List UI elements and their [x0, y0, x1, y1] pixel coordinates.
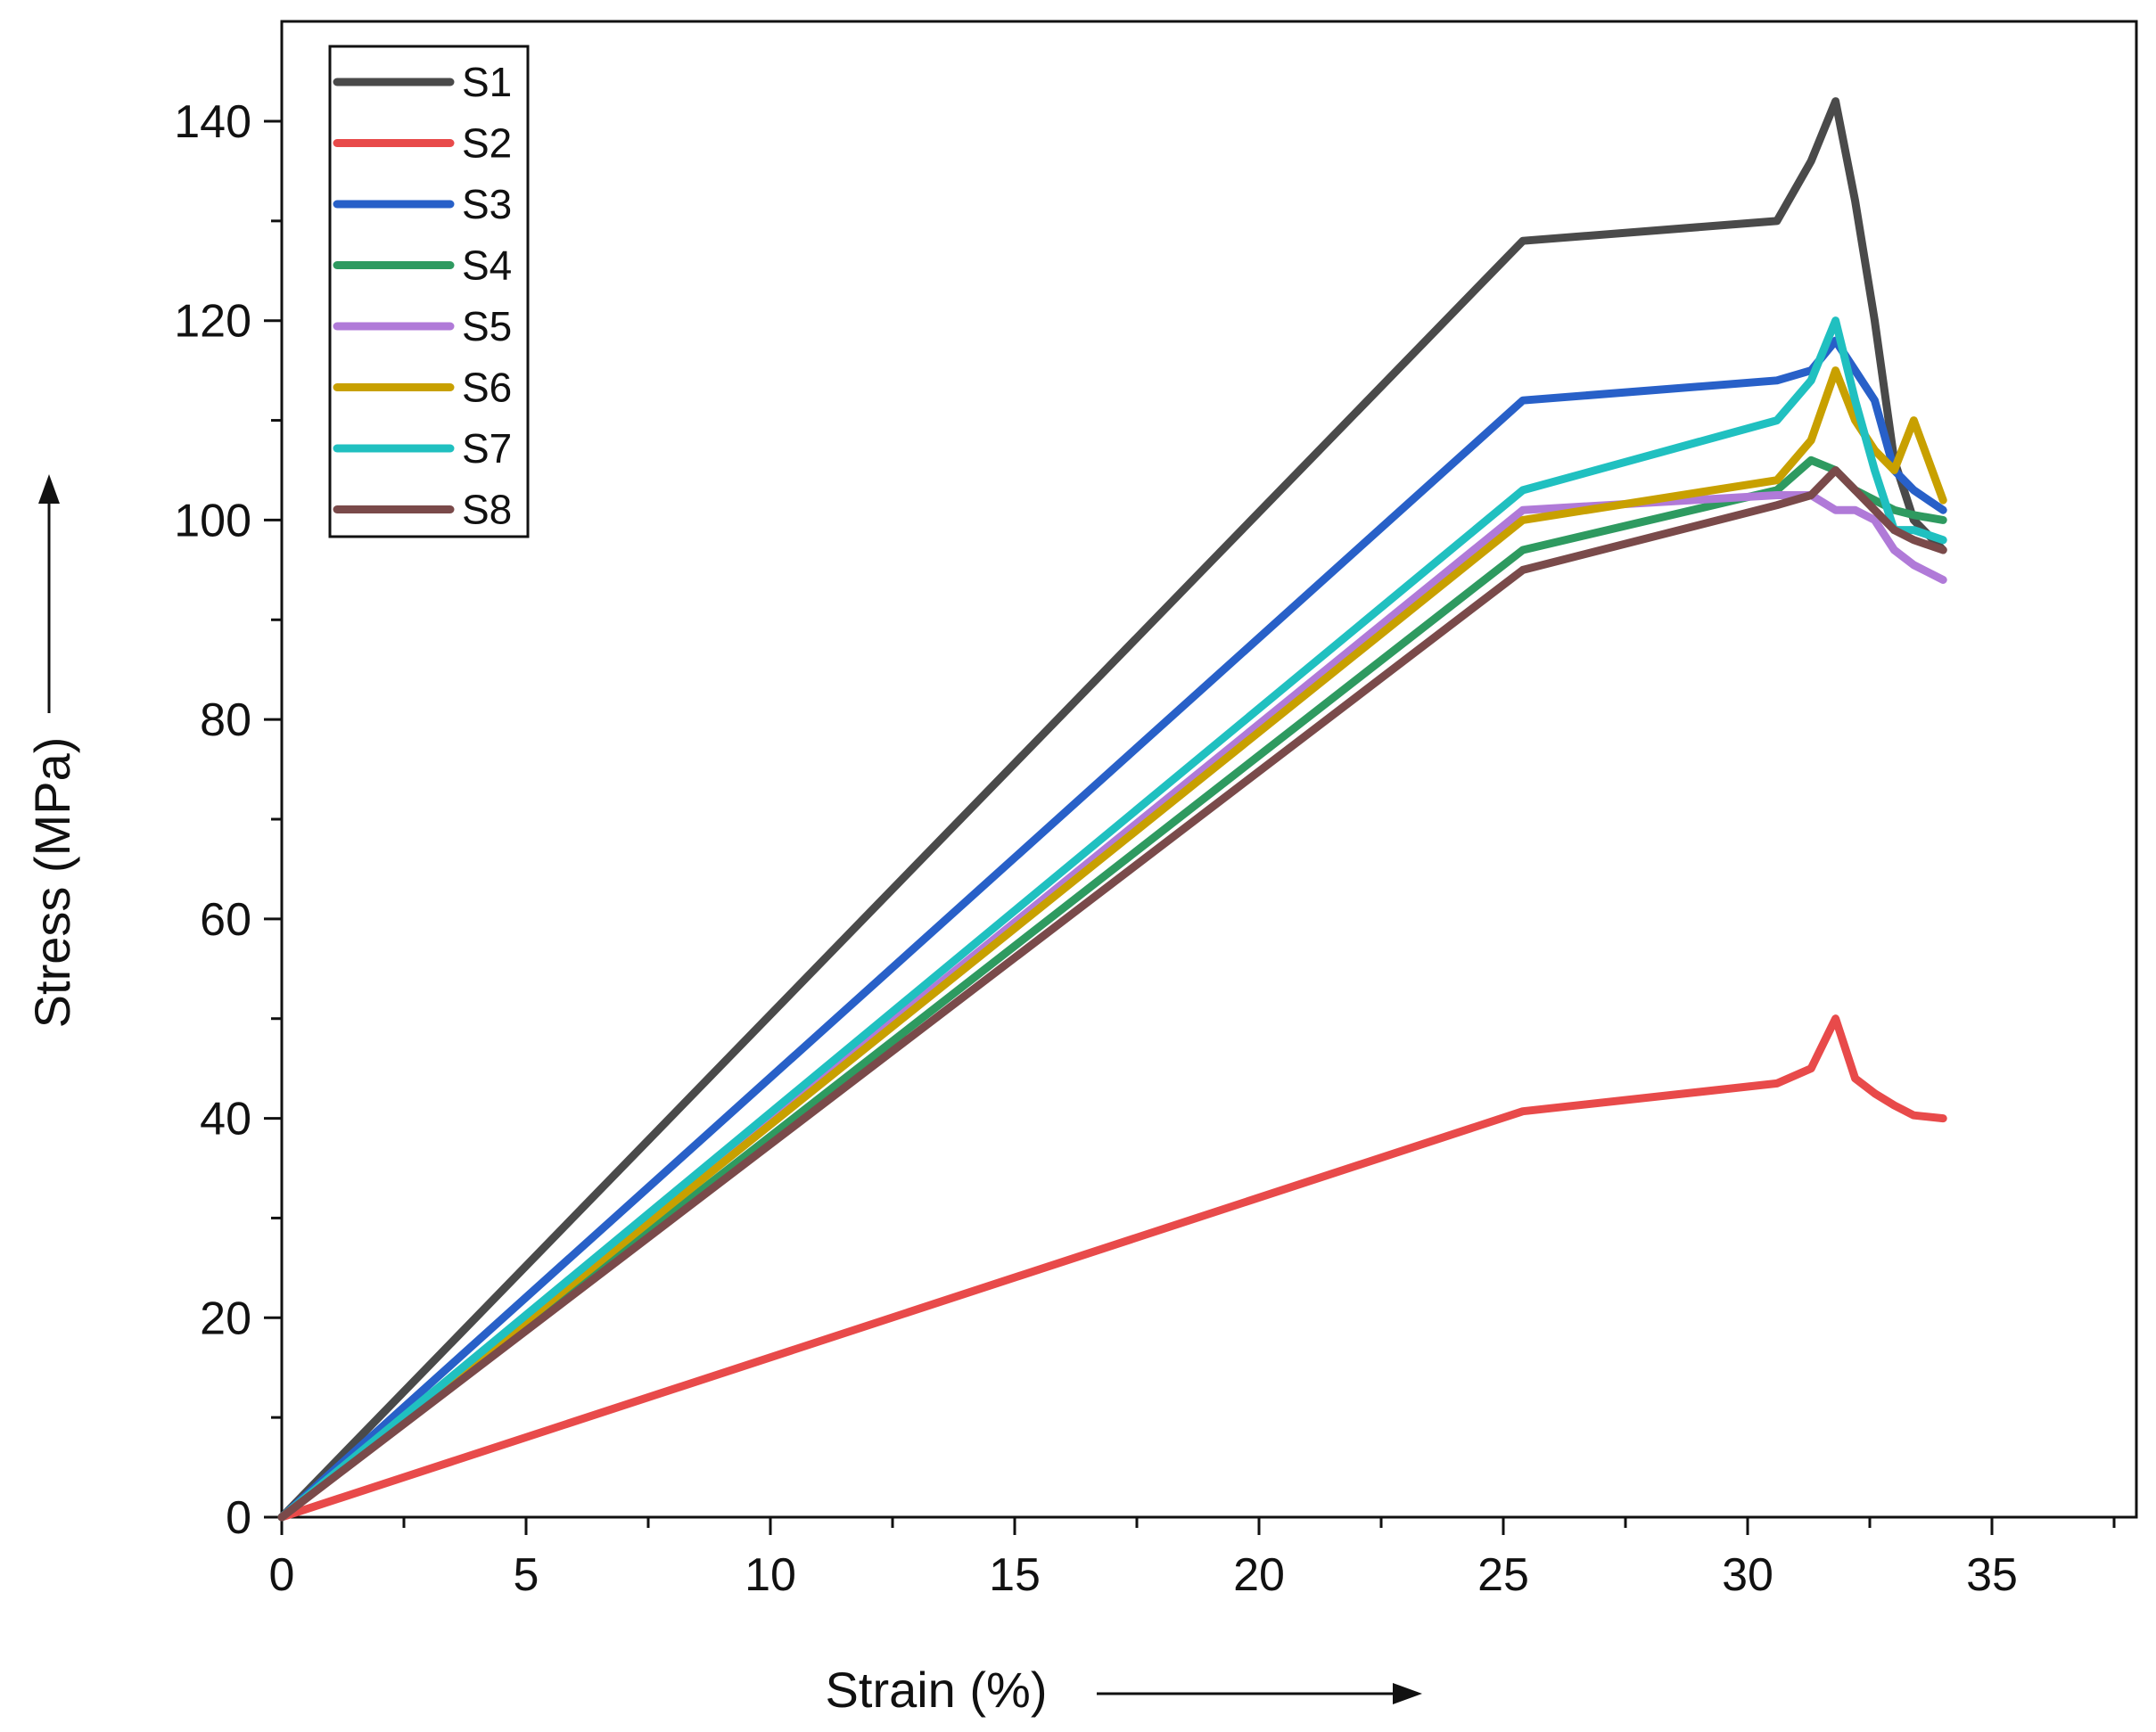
y-tick-label: 0 — [226, 1492, 251, 1544]
x-axis: 0 5 10 15 20 25 30 35 — [269, 1517, 2116, 1601]
series-line-s5 — [277, 491, 1947, 1522]
legend-label-s1: S1 — [462, 59, 512, 105]
y-tick-label: 100 — [174, 495, 251, 546]
series-line-s6 — [277, 366, 1947, 1522]
x-tick-label: 15 — [989, 1549, 1041, 1601]
legend-label-s8: S8 — [462, 487, 512, 533]
x-tick-label: 20 — [1233, 1549, 1285, 1601]
legend-label-s6: S6 — [462, 365, 512, 411]
y-axis: 0 20 40 60 80 100 120 140 — [174, 96, 282, 1544]
legend: S1 S2 S3 S4 S5 S6 S7 S8 — [328, 45, 530, 538]
legend-label-s2: S2 — [462, 120, 512, 167]
legend-label-s7: S7 — [462, 425, 512, 472]
y-tick-label: 80 — [200, 694, 251, 746]
y-tick-label: 40 — [200, 1094, 251, 1145]
y-tick-label: 60 — [200, 894, 251, 946]
y-tick-label: 120 — [174, 296, 251, 348]
x-tick-label: 0 — [269, 1549, 295, 1601]
x-tick-label: 25 — [1477, 1549, 1529, 1601]
series-line-s1 — [277, 97, 1947, 1522]
y-tick-label: 20 — [200, 1293, 251, 1344]
x-tick-label: 30 — [1722, 1549, 1773, 1601]
y-tick-label: 140 — [174, 96, 251, 148]
plot-frame — [280, 20, 2138, 1519]
x-axis-title: Strain (%) — [826, 1662, 1048, 1718]
legend-label-s5: S5 — [462, 303, 512, 349]
series-lines — [277, 97, 1947, 1522]
series-line-s7 — [277, 316, 1947, 1522]
x-tick-label: 5 — [514, 1549, 539, 1601]
series-line-s3 — [277, 336, 1947, 1522]
series-line-s8 — [277, 466, 1947, 1522]
x-axis-arrow — [1097, 1683, 1422, 1704]
series-line-s4 — [277, 456, 1947, 1522]
legend-label-s3: S3 — [462, 181, 512, 227]
x-tick-label: 35 — [1966, 1549, 2018, 1601]
y-axis-arrow — [38, 474, 60, 713]
legend-label-s4: S4 — [462, 242, 512, 289]
y-axis-title: Stress (MPa) — [24, 737, 80, 1029]
series-line-s2 — [277, 1014, 1947, 1522]
legend-box — [328, 45, 530, 538]
x-tick-label: 10 — [745, 1549, 796, 1601]
